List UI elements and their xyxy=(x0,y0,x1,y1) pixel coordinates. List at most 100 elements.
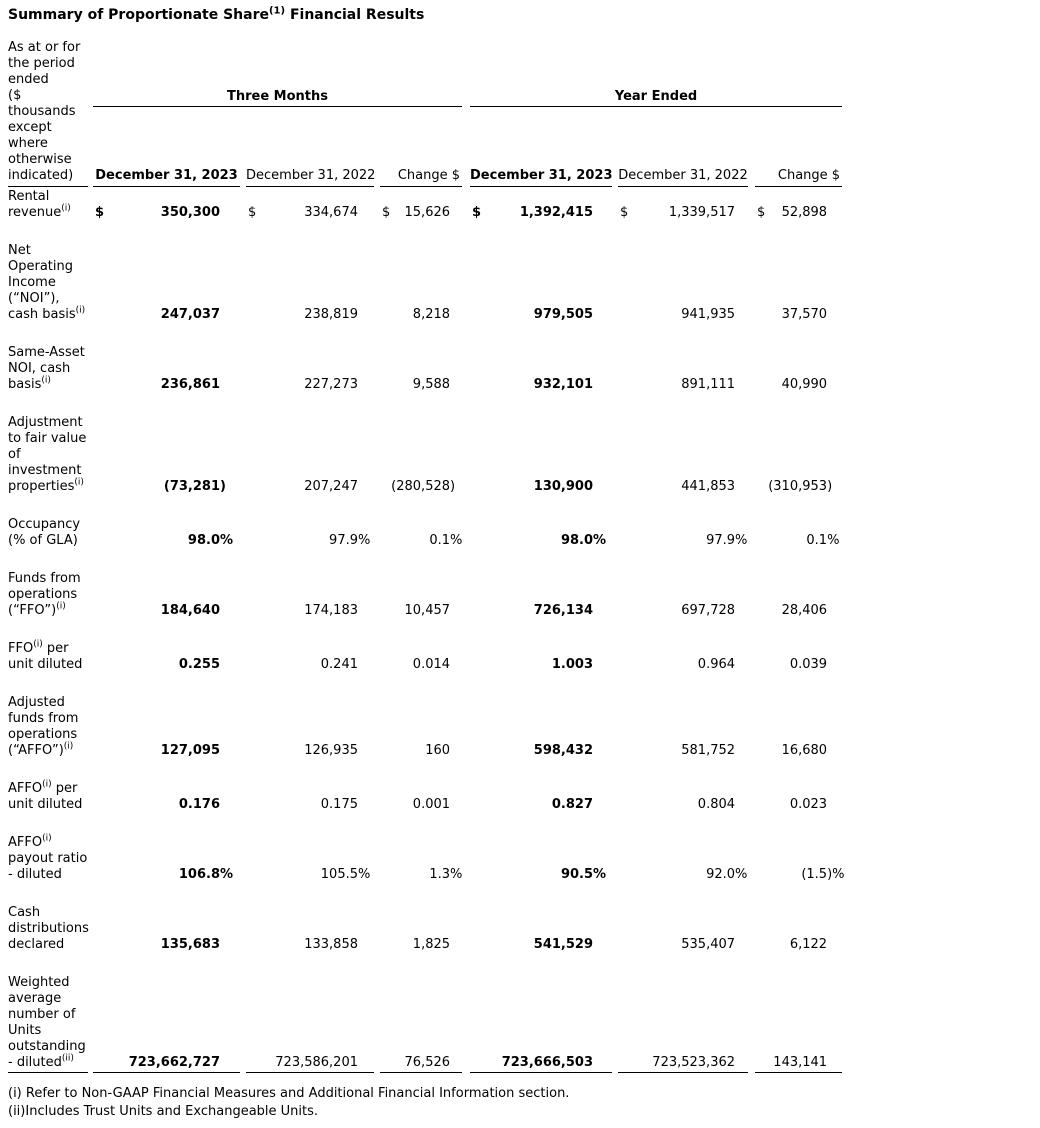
column-gap xyxy=(462,953,470,1073)
value-cell: 174,183 xyxy=(304,603,358,618)
value-cell: 98.0% xyxy=(187,533,234,548)
group-header-row: As at or for the period ended ($ thousan… xyxy=(8,40,843,187)
column-gap xyxy=(462,323,470,393)
value-cell: 0.241 xyxy=(320,657,358,672)
page-title-suffix: Financial Results xyxy=(285,7,425,23)
table-row: Same-Asset NOI, cash basis(i) 236,861 227,… xyxy=(8,323,842,393)
column-gap xyxy=(748,759,755,813)
currency-symbol: $ xyxy=(620,205,629,220)
value-cell: 581,752 xyxy=(681,743,736,758)
value-cell: 90.5% xyxy=(560,867,607,882)
column-gap xyxy=(748,393,755,495)
currency-symbol: $ xyxy=(382,205,391,220)
row-label: Adjustment to fair value of investment p… xyxy=(8,415,87,494)
row-label: Occupancy (% of GLA) xyxy=(8,517,81,548)
column-gap xyxy=(748,813,755,883)
column-header-row: December 31, 2023 December 31, 2022 Chan… xyxy=(8,107,843,187)
row-label: Weighted average number of Units outstan… xyxy=(8,953,88,1073)
value-cell: $334,674 xyxy=(248,205,358,220)
table-row: Adjustment to fair value of investment p… xyxy=(8,393,842,495)
value-cell: 441,853 xyxy=(681,479,736,494)
table-row: FFO(i) per unit diluted 0.255 0.241 0.014 1.… xyxy=(8,619,842,673)
value-cell: 97.9% xyxy=(329,533,371,548)
column-gap xyxy=(748,673,755,759)
table-row: Adjusted funds from operations (“AFFO”)(… xyxy=(8,673,842,759)
value-cell: 133,858 xyxy=(304,937,358,952)
table-row: AFFO(i) payout ratio - diluted 106.8% 105.… xyxy=(8,813,845,883)
footnote-ii: (ii)Includes Trust Units and Exchangeabl… xyxy=(8,1104,319,1119)
currency-symbol: $ xyxy=(472,205,482,220)
column-header-tm-2023: December 31, 2023 xyxy=(93,107,240,187)
value-cell: 9,588 xyxy=(412,377,451,392)
table-row: Rental revenue(i) $350,300 $334,674 $15,626… xyxy=(8,187,842,221)
footnote-marker: (i) xyxy=(42,779,52,790)
footnote-marker: (i) xyxy=(41,375,51,386)
column-gap xyxy=(748,495,755,549)
column-gap xyxy=(462,813,470,883)
row-label: AFFO(i) per unit diluted xyxy=(8,779,83,812)
value-cell: 37,570 xyxy=(781,307,828,322)
value-cell: 0.964 xyxy=(697,657,736,672)
group-header-year-ended: Year Ended xyxy=(470,40,843,107)
page-title-text: Summary of Proportionate Share xyxy=(8,7,269,23)
row-label: Net Operating Income (“NOI”), cash basis… xyxy=(8,243,86,322)
table-row: Weighted average number of Units outstan… xyxy=(8,953,843,1073)
value-cell: (1.5)% xyxy=(801,867,845,882)
value-cell: 0.1% xyxy=(806,533,840,548)
column-gap xyxy=(748,187,755,221)
value-cell: 97.9% xyxy=(706,533,748,548)
value-cell: 238,819 xyxy=(304,307,358,322)
column-gap xyxy=(748,107,755,187)
table-body: Rental revenue(i) $350,300 $334,674 $15,626… xyxy=(8,187,845,1073)
value-cell: 1,825 xyxy=(412,937,451,952)
column-header-ye-2022: December 31, 2022 xyxy=(618,107,749,187)
value-cell: 10,457 xyxy=(404,603,451,618)
column-gap xyxy=(462,40,470,107)
row-label: Rental revenue(i) xyxy=(8,189,71,220)
value-cell: 0.176 xyxy=(178,797,220,812)
value-cell: (310,953) xyxy=(768,479,833,494)
value-cell: 0.023 xyxy=(789,797,828,812)
value-cell: 979,505 xyxy=(533,307,594,322)
table-row: AFFO(i) per unit diluted 0.176 0.175 0.001 0… xyxy=(8,759,842,813)
row-label: FFO(i) per unit diluted xyxy=(8,639,83,672)
value-cell: 535,407 xyxy=(681,937,736,952)
value-cell: 40,990 xyxy=(781,377,828,392)
footnote-marker: (i) xyxy=(75,305,86,316)
value-cell: 1.003 xyxy=(551,657,594,672)
value-cell: 130,900 xyxy=(533,479,594,494)
value-cell: 0.014 xyxy=(412,657,451,672)
column-gap xyxy=(462,883,470,953)
column-gap xyxy=(462,673,470,759)
column-gap xyxy=(748,323,755,393)
value-cell: 16,680 xyxy=(781,743,828,758)
value-cell: 227,273 xyxy=(304,377,358,392)
column-header-tm-2022: December 31, 2022 xyxy=(246,107,375,187)
table-row: Funds from operations (“FFO”)(i) 184,640 1… xyxy=(8,549,842,619)
value-cell: 941,935 xyxy=(681,307,736,322)
value-cell: 207,247 xyxy=(304,479,358,494)
group-header-three-months: Three Months xyxy=(93,40,463,107)
value-cell: 0.1% xyxy=(429,533,463,548)
value-cell: 891,111 xyxy=(681,377,736,392)
value-cell: 0.827 xyxy=(551,797,594,812)
row-label: Adjusted funds from operations (“AFFO”)(… xyxy=(8,695,79,758)
value-cell: 184,640 xyxy=(160,603,220,618)
value-cell: (73,281) xyxy=(163,479,226,494)
value-cell: 143,141 xyxy=(755,953,843,1073)
value-cell: 160 xyxy=(425,743,451,758)
column-gap xyxy=(462,619,470,673)
value-cell: 726,134 xyxy=(533,603,594,618)
column-gap xyxy=(462,221,470,323)
value-cell: 541,529 xyxy=(533,937,594,952)
value-cell: 598,432 xyxy=(533,743,594,758)
financial-results-table: As at or for the period ended ($ thousan… xyxy=(8,40,845,1073)
row-label: Same-Asset NOI, cash basis(i) xyxy=(8,345,85,392)
value-cell: 0.175 xyxy=(320,797,358,812)
row-label: Cash distributions declared xyxy=(8,905,89,952)
value-cell: 697,728 xyxy=(681,603,736,618)
column-gap xyxy=(462,549,470,619)
value-cell: 92.0% xyxy=(706,867,748,882)
currency-symbol: $ xyxy=(248,205,257,220)
